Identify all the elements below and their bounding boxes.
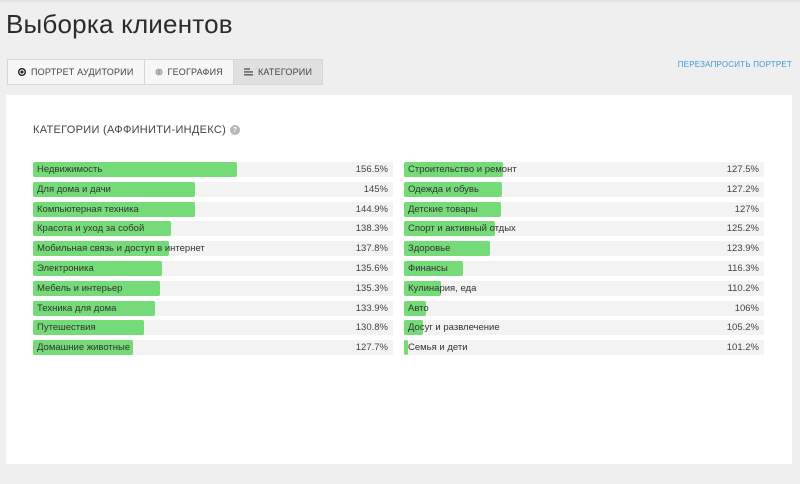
category-label: Кулинария, еда	[408, 282, 477, 294]
categories-left-column: Недвижимость 156.5% Для дома и дачи 145% Ком…	[33, 162, 393, 360]
affinity-value: 116.3%	[727, 262, 759, 274]
category-label: Электроника	[37, 262, 94, 274]
category-label: Здоровье	[408, 243, 451, 255]
refresh-portrait-link[interactable]: Перезапросить портрет	[677, 60, 792, 69]
affinity-value: 127.7%	[355, 342, 388, 354]
affinity-bar	[33, 221, 171, 237]
category-row: Красота и уход за собой 138.3%	[33, 221, 393, 237]
affinity-value: 144.9%	[355, 203, 388, 215]
category-label: Для дома и дачи	[37, 183, 111, 195]
affinity-value: 106%	[734, 302, 759, 314]
affinity-bar	[404, 300, 426, 316]
affinity-bar	[404, 221, 495, 237]
tab-label: Портрет аудитории	[31, 67, 134, 77]
affinity-bar	[404, 162, 503, 177]
categories-card: Категории (аффинити-индекс) ? Недвижимос…	[6, 95, 792, 464]
affinity-bar	[33, 201, 195, 217]
category-label: Семья и дети	[408, 342, 468, 354]
category-label: Мебель и интерьер	[37, 282, 123, 294]
affinity-value: 135.3%	[355, 282, 388, 294]
category-row: Семья и дети 101.2%	[404, 340, 764, 356]
affinity-bar	[33, 340, 133, 356]
affinity-value: 138.3%	[355, 223, 388, 235]
category-label: Компьютерная техника	[37, 203, 139, 215]
tab-bar: Портрет аудитории География Категории	[7, 59, 324, 85]
category-label: Путешествия	[37, 322, 96, 334]
category-label: Досуг и развлечение	[408, 322, 500, 334]
affinity-value: 127.2%	[726, 183, 759, 195]
category-row: Техника для дома 133.9%	[33, 300, 393, 316]
affinity-value: 101.2%	[726, 342, 759, 354]
tab-categories[interactable]: Категории	[233, 60, 323, 84]
affinity-value: 123.9%	[726, 243, 759, 255]
category-row: Спорт и активный отдых 125.2%	[404, 221, 764, 237]
category-row: Детские товары 127%	[404, 201, 764, 217]
category-row: Мебель и интерьер 135.3%	[33, 280, 393, 296]
category-row: Мобильная связь и доступ в интернет 137.8…	[33, 241, 393, 257]
globe-icon	[155, 68, 163, 76]
category-label: Одежда и обувь	[408, 183, 479, 195]
category-row: Одежда и обувь 127.2%	[404, 181, 764, 197]
category-row: Авто 106%	[404, 300, 764, 316]
category-row: Строительство и ремонт 127.5%	[404, 162, 764, 177]
affinity-value: 137.8%	[355, 243, 388, 255]
category-row: Компьютерная техника 144.9%	[33, 201, 393, 217]
affinity-bar	[404, 201, 501, 217]
categories-right-column: Строительство и ремонт 127.5% Одежда и обу…	[404, 162, 764, 360]
category-row: Домашние животные 127.7%	[33, 340, 393, 356]
category-label: Авто	[408, 302, 429, 314]
affinity-bar	[33, 280, 160, 296]
category-row: Путешествия 130.8%	[33, 320, 393, 336]
tab-geography[interactable]: География	[145, 60, 234, 84]
affinity-bar	[33, 181, 195, 197]
section-title: Категории (аффинити-индекс) ?	[33, 124, 241, 136]
affinity-bar	[33, 162, 237, 177]
category-label: Домашние животные	[37, 342, 131, 354]
affinity-value: 135.6%	[355, 262, 388, 274]
top-divider	[0, 0, 800, 2]
category-row: Здоровье 123.9%	[404, 241, 764, 257]
affinity-value: 127.5%	[726, 164, 759, 175]
affinity-value: 127%	[734, 203, 759, 215]
affinity-bar	[404, 241, 490, 257]
category-row: Электроника 135.6%	[33, 260, 393, 276]
affinity-bar	[404, 280, 441, 296]
category-label: Недвижимость	[37, 164, 103, 175]
category-label: Мобильная связь и доступ в интернет	[37, 243, 205, 255]
affinity-bar	[33, 320, 144, 336]
affinity-value: 110.2%	[727, 282, 759, 294]
category-label: Техника для дома	[37, 302, 117, 314]
category-row: Для дома и дачи 145%	[33, 181, 393, 197]
category-row: Финансы 116.3%	[404, 260, 764, 276]
page-title: Выборка клиентов	[6, 9, 233, 39]
affinity-bar	[404, 340, 408, 356]
affinity-bar	[404, 320, 423, 336]
affinity-value: 125.2%	[726, 223, 759, 235]
category-label: Финансы	[408, 262, 448, 274]
section-title-text: Категории (аффинити-индекс)	[33, 124, 227, 136]
category-label: Красота и уход за собой	[37, 223, 145, 235]
affinity-value: 133.9%	[355, 302, 388, 314]
affinity-bar	[404, 181, 502, 197]
affinity-bar	[33, 300, 155, 316]
tab-label: Категории	[257, 67, 313, 77]
tab-label: География	[167, 67, 223, 77]
category-label: Строительство и ремонт	[408, 164, 517, 175]
affinity-value: 130.8%	[355, 322, 388, 334]
affinity-bar	[33, 241, 169, 257]
record-icon	[18, 68, 26, 76]
affinity-bar	[33, 260, 162, 276]
category-label: Спорт и активный отдых	[408, 223, 516, 235]
category-row: Досуг и развлечение 105.2%	[404, 320, 764, 336]
affinity-bar	[404, 260, 463, 276]
affinity-value: 105.2%	[726, 322, 759, 334]
affinity-value: 156.5%	[355, 164, 388, 175]
category-row: Недвижимость 156.5%	[33, 162, 393, 177]
tab-audience-portrait[interactable]: Портрет аудитории	[8, 60, 145, 84]
category-row: Кулинария, еда 110.2%	[404, 280, 764, 296]
affinity-value: 145%	[363, 183, 388, 195]
help-icon[interactable]: ?	[230, 125, 241, 135]
category-label: Детские товары	[408, 203, 478, 215]
list-icon	[243, 68, 253, 76]
